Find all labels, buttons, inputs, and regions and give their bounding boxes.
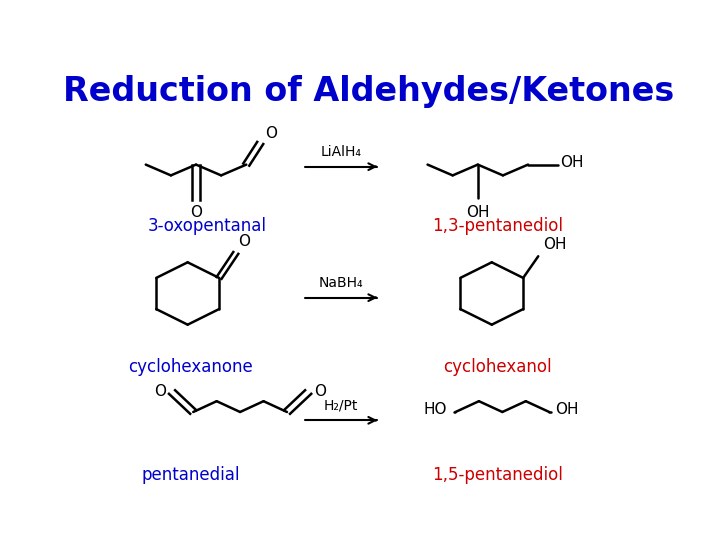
- Text: cyclohexanol: cyclohexanol: [443, 358, 552, 376]
- Text: NaBH₄: NaBH₄: [319, 276, 364, 290]
- Text: LiAlH₄: LiAlH₄: [320, 145, 361, 159]
- Text: HO: HO: [423, 402, 447, 417]
- Text: OH: OH: [466, 205, 490, 220]
- Text: 3-oxopentanal: 3-oxopentanal: [148, 217, 266, 234]
- Text: 1,3-pentanediol: 1,3-pentanediol: [432, 217, 563, 234]
- Text: OH: OH: [560, 155, 584, 170]
- Text: OH: OH: [543, 237, 566, 252]
- Text: OH: OH: [555, 402, 578, 417]
- Text: cyclohexanone: cyclohexanone: [128, 358, 253, 376]
- Text: O: O: [190, 205, 202, 220]
- Text: pentanedial: pentanedial: [141, 466, 240, 484]
- Text: O: O: [238, 234, 251, 249]
- Text: H₂/Pt: H₂/Pt: [324, 399, 359, 413]
- Text: O: O: [265, 126, 276, 141]
- Text: O: O: [314, 384, 325, 399]
- Text: O: O: [155, 384, 166, 399]
- Text: 1,5-pentanediol: 1,5-pentanediol: [432, 466, 563, 484]
- Text: Reduction of Aldehydes/Ketones: Reduction of Aldehydes/Ketones: [63, 75, 675, 108]
